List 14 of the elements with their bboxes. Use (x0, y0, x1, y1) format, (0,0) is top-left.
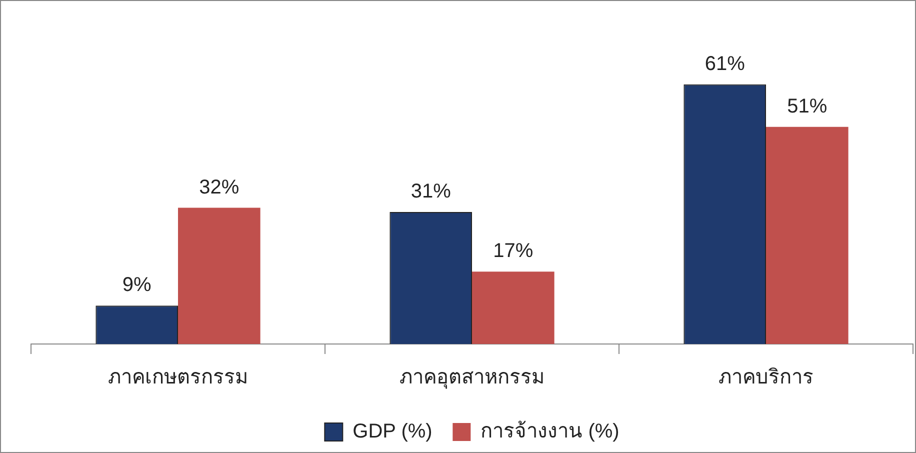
legend-label: การจ้างงาน (%) (480, 420, 620, 443)
bar (472, 272, 554, 344)
data-label: 32% (199, 176, 240, 198)
data-label: 61% (704, 52, 746, 75)
x-tick-label: ภาคบริการ (718, 366, 814, 389)
data-label: 31% (410, 180, 452, 203)
data-label: 17% (493, 240, 534, 262)
data-label: 9% (122, 274, 152, 296)
bar (178, 208, 260, 344)
x-tick-label: ภาคเกษตรกรรม (108, 366, 248, 389)
bar (766, 126, 848, 344)
x-tick-label: ภาคอุตสาหกรรม (400, 366, 544, 390)
legend-label: GDP (%) (352, 420, 432, 443)
data-label: 51% (787, 95, 828, 118)
